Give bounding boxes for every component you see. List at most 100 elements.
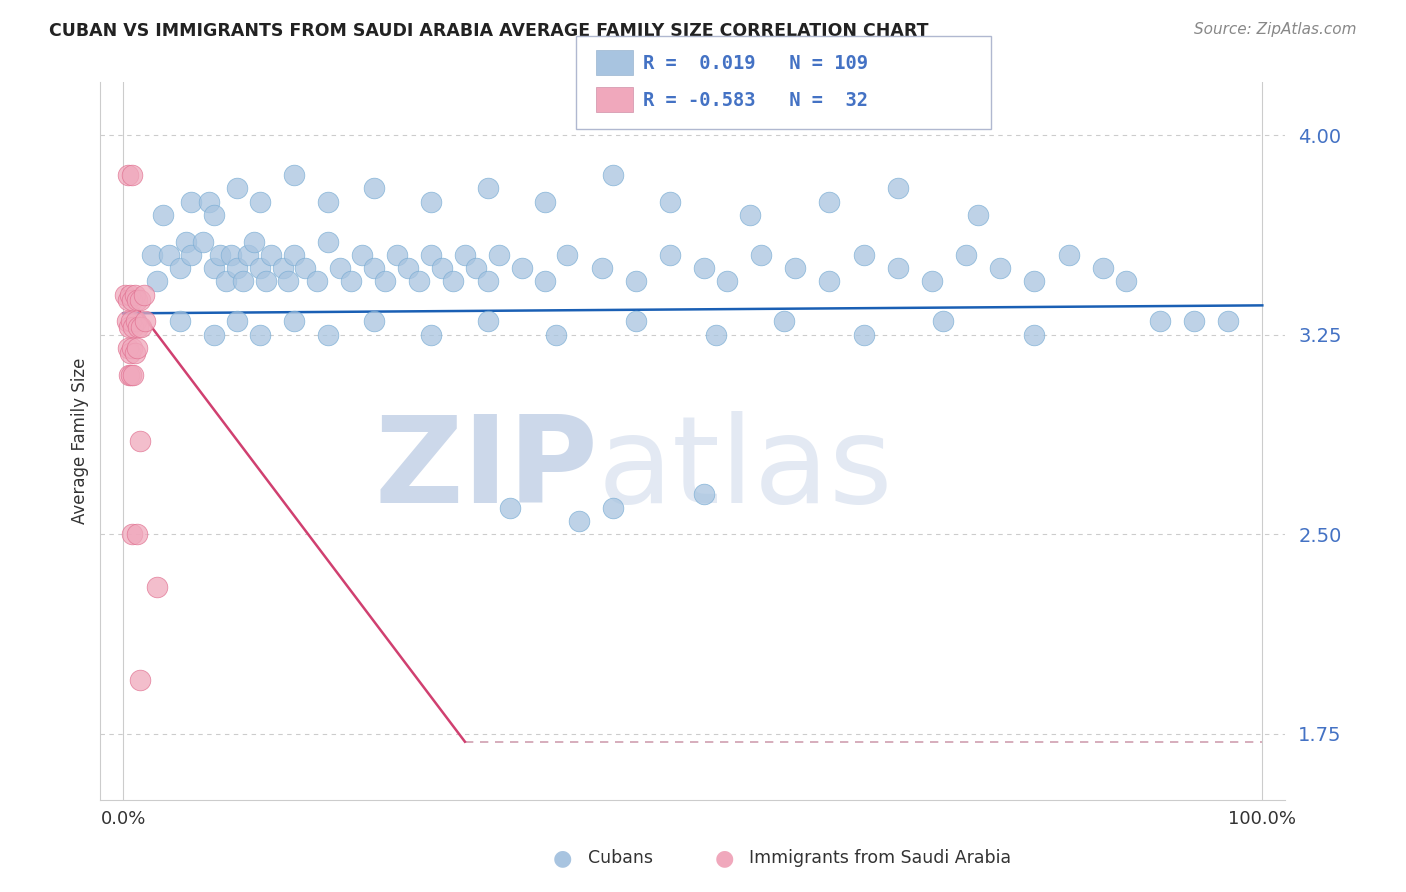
Point [818,194,841,209]
Point [118,346,141,360]
Point [1057,248,1080,262]
Point [533,194,555,209]
Point [124,314,146,328]
Point [1149,314,1171,328]
Point [117,293,139,307]
Point [316,235,339,249]
Point [134,314,156,328]
Point [363,314,385,328]
Point [1091,261,1114,276]
Point [226,181,249,195]
Point [249,194,271,209]
Point [174,235,197,249]
Point [716,275,738,289]
Point [773,314,796,328]
Point [122,368,145,382]
Point [443,275,465,289]
Point [340,275,363,289]
Point [316,327,339,342]
Point [408,275,430,289]
Point [785,261,807,276]
Point [249,327,271,342]
Point [122,319,145,334]
Point [430,261,453,276]
Point [152,208,174,222]
Point [419,194,441,209]
Point [202,208,225,222]
Point [283,314,305,328]
Point [117,341,139,355]
Point [141,248,163,262]
Text: Cubans: Cubans [588,849,652,867]
Point [419,248,441,262]
Point [749,248,772,262]
Point [1182,314,1205,328]
Point [363,181,385,195]
Point [283,248,305,262]
Point [1115,275,1137,289]
Text: CUBAN VS IMMIGRANTS FROM SAUDI ARABIA AVERAGE FAMILY SIZE CORRELATION CHART: CUBAN VS IMMIGRANTS FROM SAUDI ARABIA AV… [49,22,929,40]
Point [658,194,681,209]
Text: Immigrants from Saudi Arabia: Immigrants from Saudi Arabia [749,849,1011,867]
Point [146,275,169,289]
Point [465,261,488,276]
Point [121,168,143,182]
Point [624,275,647,289]
Point [249,261,271,276]
Text: ZIP: ZIP [374,411,598,528]
Point [1216,314,1239,328]
Point [117,168,139,182]
Point [988,261,1011,276]
Point [146,581,169,595]
Point [658,248,681,262]
Point [396,261,419,276]
Point [129,293,152,307]
Point [283,168,305,182]
Point [352,248,374,262]
Point [1024,327,1046,342]
Point [132,287,155,301]
Point [852,327,875,342]
Point [419,327,441,342]
Point [271,261,294,276]
Point [374,275,396,289]
Point [131,319,153,334]
Point [477,181,499,195]
Point [169,314,191,328]
Point [693,487,716,501]
Point [208,248,231,262]
Point [202,261,225,276]
Point [197,194,219,209]
Point [1024,275,1046,289]
Point [221,248,243,262]
Point [118,368,141,382]
Point [118,319,141,334]
Text: atlas: atlas [598,411,894,528]
Point [624,314,647,328]
Point [121,341,143,355]
Y-axis label: Average Family Size: Average Family Size [72,358,89,524]
Text: ●: ● [553,848,572,868]
Point [738,208,761,222]
Point [157,248,180,262]
Point [329,261,352,276]
Point [955,248,977,262]
Point [254,275,277,289]
Point [115,314,138,328]
Point [129,673,152,688]
Point [243,235,266,249]
Point [125,341,148,355]
Text: ●: ● [714,848,734,868]
Point [232,275,254,289]
Point [477,275,499,289]
Point [363,261,385,276]
Point [568,514,591,528]
Point [180,194,202,209]
Point [510,261,533,276]
Point [591,261,613,276]
Point [238,248,260,262]
Point [214,275,236,289]
Point [499,500,522,515]
Point [129,434,152,448]
Point [693,261,716,276]
